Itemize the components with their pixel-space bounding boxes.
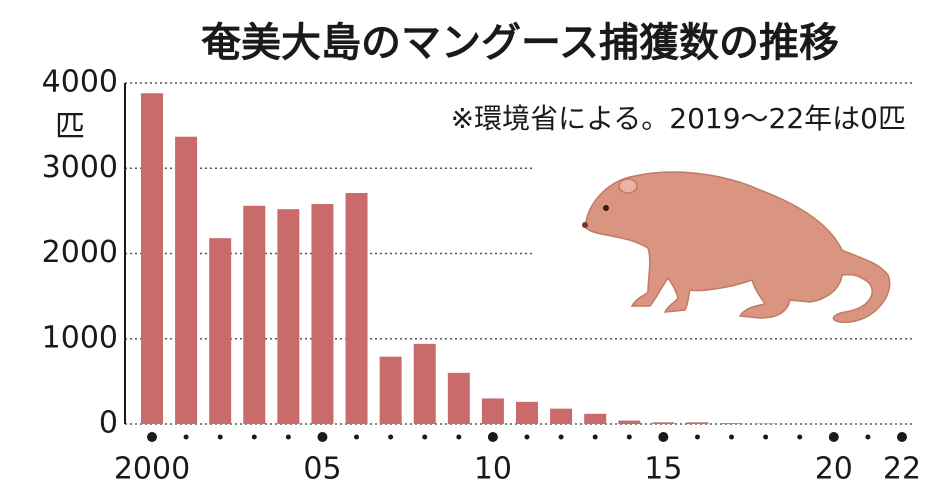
x-tick-label: 20 (815, 452, 853, 487)
bar (652, 422, 675, 424)
y-tick-label: 2000 (42, 235, 118, 270)
x-tick-dot (558, 434, 564, 440)
x-tick-dot (456, 434, 462, 440)
x-tick-dot (897, 432, 907, 442)
x-tick-dot (217, 434, 223, 440)
x-tick-dot (285, 434, 291, 440)
x-tick-label: 15 (644, 452, 682, 487)
mongoose-illustration (582, 171, 891, 324)
x-tick-label: 2000 (114, 452, 190, 487)
bar (584, 413, 607, 424)
bar (345, 192, 368, 424)
bar (618, 420, 641, 424)
x-tick-dot (592, 434, 598, 440)
bar (720, 423, 743, 424)
x-tick-dot (422, 434, 428, 440)
x-tick-dot (487, 432, 498, 442)
bar (481, 398, 504, 424)
x-tick-dot (828, 432, 839, 442)
x-tick-label: 05 (303, 452, 341, 487)
note: ※環境省による。2019〜22年は0匹 (451, 102, 906, 135)
x-tick-dot (524, 434, 530, 440)
x-tick-dot (865, 434, 871, 440)
x-tick-dot (147, 432, 157, 442)
x-tick-dot (626, 434, 632, 440)
x-tick-dot (388, 434, 394, 440)
x-tick-dot (729, 434, 735, 440)
y-tick-label: 3000 (42, 150, 118, 185)
x-tick-dot (797, 434, 803, 440)
bar (243, 205, 266, 424)
x-tick-dot (694, 434, 700, 440)
bar (516, 401, 538, 424)
chart-title: 奄美大島のマングース捕獲数の推移 (201, 20, 839, 66)
bar (686, 422, 709, 424)
bar (277, 209, 300, 424)
y-unit: 匹 (55, 110, 85, 145)
bar (175, 136, 198, 424)
x-tick-dot (251, 434, 257, 440)
x-tick-dot (317, 432, 328, 442)
bar (209, 238, 232, 424)
x-tick-label: 10 (474, 452, 512, 487)
bar (311, 204, 334, 424)
bar (141, 93, 163, 424)
y-tick-label: 4000 (42, 65, 118, 100)
y-tick-label: 1000 (42, 320, 118, 355)
x-tick-dot (183, 434, 189, 440)
x-tick-dot (763, 434, 769, 440)
bar (413, 343, 436, 424)
x-tick-dot (354, 434, 360, 440)
bar (550, 408, 573, 424)
bar (447, 372, 470, 424)
y-tick-label: 0 (99, 406, 118, 441)
x-tick-label: 22 (883, 452, 921, 487)
bar (379, 356, 402, 424)
x-tick-dot (658, 432, 669, 442)
